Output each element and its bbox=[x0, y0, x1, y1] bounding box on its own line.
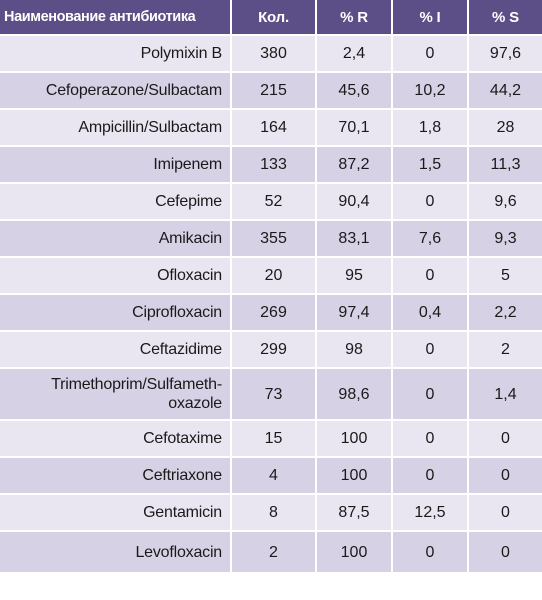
count-cell: 15 bbox=[232, 421, 317, 458]
antibiotic-name: Amikacin bbox=[0, 221, 232, 258]
susceptible-cell: 9,6 bbox=[469, 184, 542, 221]
table-row: Gentamicin 8 87,5 12,5 0 bbox=[0, 495, 542, 532]
table-row: Imipenem 133 87,2 1,5 11,3 bbox=[0, 147, 542, 184]
header-row: Наименование антибиотика Кол. % R % I % … bbox=[0, 0, 542, 36]
count-cell: 8 bbox=[232, 495, 317, 532]
table-row: Ceftriaxone 4 100 0 0 bbox=[0, 458, 542, 495]
susceptible-cell: 0 bbox=[469, 495, 542, 532]
susceptible-cell: 28 bbox=[469, 110, 542, 147]
count-cell: 52 bbox=[232, 184, 317, 221]
antibiotic-name: Cefotaxime bbox=[0, 421, 232, 458]
antibiotic-name: Ceftazidime bbox=[0, 332, 232, 369]
resistant-cell: 98 bbox=[317, 332, 393, 369]
resistant-cell: 95 bbox=[317, 258, 393, 295]
susceptible-cell: 0 bbox=[469, 532, 542, 572]
resistant-cell: 97,4 bbox=[317, 295, 393, 332]
antibiotic-name: Cefepime bbox=[0, 184, 232, 221]
resistant-cell: 100 bbox=[317, 532, 393, 572]
intermediate-cell: 7,6 bbox=[393, 221, 469, 258]
resistant-cell: 45,6 bbox=[317, 73, 393, 110]
intermediate-cell: 0 bbox=[393, 421, 469, 458]
susceptible-cell: 2,2 bbox=[469, 295, 542, 332]
intermediate-cell: 10,2 bbox=[393, 73, 469, 110]
intermediate-cell: 0 bbox=[393, 184, 469, 221]
resistant-cell: 87,5 bbox=[317, 495, 393, 532]
susceptible-cell: 0 bbox=[469, 458, 542, 495]
intermediate-cell: 0,4 bbox=[393, 295, 469, 332]
header-antibiotic-name: Наименование антибиотика bbox=[0, 0, 232, 36]
header-intermediate-percent: % I bbox=[393, 0, 469, 36]
antibiotic-name: Ceftriaxone bbox=[0, 458, 232, 495]
antibiotic-name: Polymixin B bbox=[0, 36, 232, 73]
intermediate-cell: 1,5 bbox=[393, 147, 469, 184]
table-row: Cefotaxime 15 100 0 0 bbox=[0, 421, 542, 458]
count-cell: 4 bbox=[232, 458, 317, 495]
resistant-cell: 100 bbox=[317, 421, 393, 458]
table-body: Polymixin B 380 2,4 0 97,6 Cefoperazone/… bbox=[0, 36, 542, 572]
susceptible-cell: 11,3 bbox=[469, 147, 542, 184]
resistant-cell: 2,4 bbox=[317, 36, 393, 73]
antibiotic-name: Ofloxacin bbox=[0, 258, 232, 295]
resistant-cell: 87,2 bbox=[317, 147, 393, 184]
count-cell: 20 bbox=[232, 258, 317, 295]
resistant-cell: 100 bbox=[317, 458, 393, 495]
intermediate-cell: 0 bbox=[393, 332, 469, 369]
count-cell: 133 bbox=[232, 147, 317, 184]
table-row: Ciprofloxacin 269 97,4 0,4 2,2 bbox=[0, 295, 542, 332]
table-row: Ofloxacin 20 95 0 5 bbox=[0, 258, 542, 295]
intermediate-cell: 12,5 bbox=[393, 495, 469, 532]
antibiotic-name: Cefoperazone/Sulbactam bbox=[0, 73, 232, 110]
table-row: Amikacin 355 83,1 7,6 9,3 bbox=[0, 221, 542, 258]
intermediate-cell: 0 bbox=[393, 532, 469, 572]
table-row: Ampicillin/Sulbactam 164 70,1 1,8 28 bbox=[0, 110, 542, 147]
intermediate-cell: 0 bbox=[393, 458, 469, 495]
count-cell: 215 bbox=[232, 73, 317, 110]
antibiotic-name: Ampicillin/Sulbactam bbox=[0, 110, 232, 147]
count-cell: 380 bbox=[232, 36, 317, 73]
antibiotic-name-line-2: oxazole bbox=[168, 395, 222, 412]
intermediate-cell: 0 bbox=[393, 36, 469, 73]
susceptible-cell: 9,3 bbox=[469, 221, 542, 258]
antibiotic-name: Gentamicin bbox=[0, 495, 232, 532]
susceptible-cell: 0 bbox=[469, 421, 542, 458]
antibiotic-resistance-table: Наименование антибиотика Кол. % R % I % … bbox=[0, 0, 542, 572]
count-cell: 164 bbox=[232, 110, 317, 147]
resistant-cell: 90,4 bbox=[317, 184, 393, 221]
susceptible-cell: 44,2 bbox=[469, 73, 542, 110]
header-susceptible-percent: % S bbox=[469, 0, 542, 36]
header-count: Кол. bbox=[232, 0, 317, 36]
table-row: Ceftazidime 299 98 0 2 bbox=[0, 332, 542, 369]
count-cell: 355 bbox=[232, 221, 317, 258]
intermediate-cell: 0 bbox=[393, 258, 469, 295]
antibiotic-name: Ciprofloxacin bbox=[0, 295, 232, 332]
table-row: Polymixin B 380 2,4 0 97,6 bbox=[0, 36, 542, 73]
table-row: Levofloxacin 2 100 0 0 bbox=[0, 532, 542, 572]
intermediate-cell: 0 bbox=[393, 369, 469, 421]
count-cell: 2 bbox=[232, 532, 317, 572]
susceptible-cell: 5 bbox=[469, 258, 542, 295]
intermediate-cell: 1,8 bbox=[393, 110, 469, 147]
antibiotic-name-line-1: Trimethoprim/Sulfameth- bbox=[51, 376, 222, 393]
resistant-cell: 83,1 bbox=[317, 221, 393, 258]
antibiotic-name: Trimethoprim/Sulfameth-oxazole bbox=[0, 369, 232, 421]
table-row: Cefepime 52 90,4 0 9,6 bbox=[0, 184, 542, 221]
count-cell: 269 bbox=[232, 295, 317, 332]
resistant-cell: 70,1 bbox=[317, 110, 393, 147]
antibiotic-name: Levofloxacin bbox=[0, 532, 232, 572]
count-cell: 73 bbox=[232, 369, 317, 421]
header-resistant-percent: % R bbox=[317, 0, 393, 36]
count-cell: 299 bbox=[232, 332, 317, 369]
resistant-cell: 98,6 bbox=[317, 369, 393, 421]
susceptible-cell: 2 bbox=[469, 332, 542, 369]
antibiotic-name: Imipenem bbox=[0, 147, 232, 184]
susceptible-cell: 1,4 bbox=[469, 369, 542, 421]
table-header: Наименование антибиотика Кол. % R % I % … bbox=[0, 0, 542, 36]
table-row: Cefoperazone/Sulbactam 215 45,6 10,2 44,… bbox=[0, 73, 542, 110]
table-row: Trimethoprim/Sulfameth-oxazole 73 98,6 0… bbox=[0, 369, 542, 421]
susceptible-cell: 97,6 bbox=[469, 36, 542, 73]
